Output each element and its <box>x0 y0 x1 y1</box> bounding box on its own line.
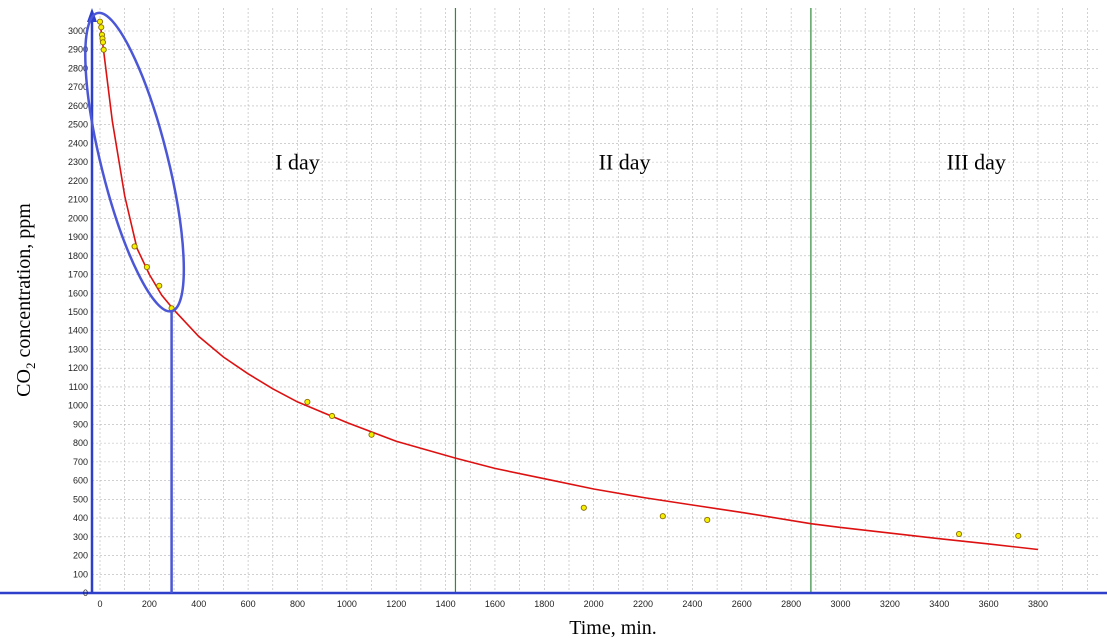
y-tick-label: 2700 <box>68 82 88 92</box>
x-tick-label: 2400 <box>682 599 702 609</box>
data-point <box>704 516 711 523</box>
data-point <box>131 243 138 250</box>
y-tick-label: 2100 <box>68 195 88 205</box>
x-tick-label: 3200 <box>880 599 900 609</box>
y-tick-label: 2300 <box>68 157 88 167</box>
axes <box>0 8 1107 595</box>
y-tick-label: 1300 <box>68 344 88 354</box>
day-labels: I day II day III day <box>275 150 1006 175</box>
data-point <box>368 431 375 438</box>
data-point <box>328 412 336 420</box>
x-tick-label: 2000 <box>584 599 604 609</box>
data-point <box>659 513 666 520</box>
y-tick-label: 2900 <box>68 45 88 55</box>
grid-layer <box>92 8 1100 594</box>
y-tick-label: 1700 <box>68 270 88 280</box>
day-label: II day <box>599 150 651 175</box>
y-tick-label: 600 <box>73 476 88 486</box>
y-tick-label: 1000 <box>68 401 88 411</box>
x-tick-label: 1000 <box>337 599 357 609</box>
y-axis-title-prefix: CO <box>13 369 35 397</box>
y-tick-label: 1400 <box>68 326 88 336</box>
data-point <box>304 398 311 405</box>
fit-curve-layer <box>99 21 1039 551</box>
y-tick-label: 200 <box>73 551 88 561</box>
y-tick-label: 0 <box>83 588 88 598</box>
x-tick-label: 3400 <box>929 599 949 609</box>
y-tick-label: 400 <box>73 513 88 523</box>
x-tick-label: 800 <box>290 599 305 609</box>
y-tick-label: 100 <box>73 569 88 579</box>
y-tick-label: 1800 <box>68 251 88 261</box>
y-tick-label: 2800 <box>68 63 88 73</box>
x-tick-label: 3600 <box>979 599 999 609</box>
y-tick-label: 2500 <box>68 120 88 130</box>
y-tick-label: 1100 <box>69 382 88 392</box>
day-label: III day <box>947 150 1006 175</box>
tick-labels: 0 100 200 300 400 500 600 700 800 900 1000 1100 1200… <box>68 26 1048 609</box>
y-tick-label: 2600 <box>68 101 88 111</box>
fit-curve-line <box>99 21 1039 551</box>
x-tick-label: 200 <box>142 599 157 609</box>
y-tick-label: 700 <box>73 457 88 467</box>
y-tick-label: 1900 <box>68 232 88 242</box>
x-tick-label: 1800 <box>534 599 554 609</box>
data-point <box>955 530 963 538</box>
y-axis-title-suffix: concentration, ppm <box>13 203 35 363</box>
y-tick-label: 500 <box>73 494 88 504</box>
data-points <box>96 18 1022 539</box>
data-point <box>156 282 163 289</box>
x-tick-label: 2600 <box>732 599 752 609</box>
x-tick-label: 1600 <box>485 599 505 609</box>
y-tick-label: 3000 <box>68 26 88 36</box>
data-point <box>143 263 150 271</box>
day-label: I day <box>275 150 320 175</box>
y-tick-label: 300 <box>73 532 88 542</box>
data-point <box>1015 532 1022 539</box>
y-tick-label: 1600 <box>68 288 88 298</box>
y-axis-arrow-icon <box>87 8 97 22</box>
y-tick-label: 2000 <box>68 213 88 223</box>
x-tick-label: 0 <box>97 599 102 609</box>
y-tick-label: 900 <box>73 419 88 429</box>
x-tick-label: 1200 <box>386 599 406 609</box>
x-tick-label: 2800 <box>781 599 801 609</box>
data-point <box>580 504 587 511</box>
data-point <box>98 24 105 31</box>
y-tick-label: 800 <box>73 438 88 448</box>
x-tick-label: 400 <box>191 599 206 609</box>
x-tick-label: 1400 <box>436 599 456 609</box>
y-axis-title: CO2 concentration, ppm <box>13 203 38 397</box>
x-tick-label: 3800 <box>1028 599 1048 609</box>
data-point <box>96 18 104 25</box>
y-tick-label: 1200 <box>68 363 88 373</box>
data-point <box>100 46 107 53</box>
data-point <box>99 39 107 46</box>
y-axis-title-subscript: 2 <box>23 363 38 370</box>
x-axis-title: Time, min. <box>569 617 657 639</box>
y-tick-label: 2400 <box>68 138 88 148</box>
y-tick-label: 2200 <box>68 176 88 186</box>
highlight-layer <box>84 11 186 593</box>
x-tick-label: 2200 <box>633 599 653 609</box>
x-tick-label: 600 <box>241 599 256 609</box>
day-boundaries <box>454 8 812 593</box>
x-tick-label: 3000 <box>831 599 851 609</box>
y-tick-label: 1500 <box>68 307 88 317</box>
